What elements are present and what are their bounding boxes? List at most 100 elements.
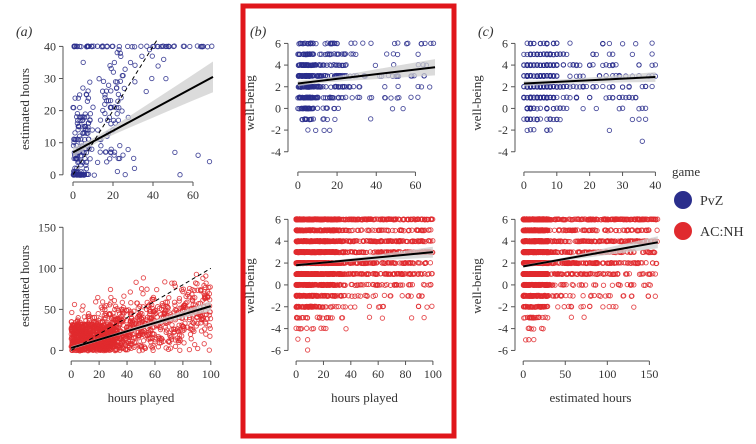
data-point (75, 317, 81, 323)
confidence-band (297, 59, 435, 87)
data-point (424, 304, 430, 310)
data-point (98, 143, 104, 149)
data-point (111, 59, 118, 66)
data-point (203, 273, 209, 279)
data-point (642, 83, 649, 90)
data-point (127, 289, 133, 295)
regression-line (72, 76, 214, 154)
data-point (600, 83, 606, 90)
data-point (136, 348, 142, 354)
data-point (334, 216, 340, 223)
data-point (131, 155, 137, 162)
data-point (330, 227, 336, 233)
data-point (74, 172, 80, 178)
data-point (204, 44, 211, 50)
data-point (340, 249, 346, 256)
data-point (301, 270, 308, 277)
data-point (294, 249, 301, 256)
data-point (300, 228, 307, 234)
data-point (105, 98, 112, 104)
data-point (108, 65, 114, 72)
data-point (139, 329, 145, 335)
data-point (428, 40, 434, 47)
data-point (537, 40, 544, 47)
data-point (189, 297, 195, 303)
data-point (191, 287, 198, 294)
data-point (342, 227, 349, 233)
data-point (324, 40, 330, 46)
data-point (422, 40, 428, 47)
data-point (340, 271, 346, 277)
data-point (334, 62, 340, 68)
data-point (340, 95, 346, 101)
data-point (71, 44, 77, 50)
data-point (360, 238, 366, 244)
data-point (117, 142, 123, 149)
data-point (366, 303, 373, 310)
data-point (195, 152, 201, 158)
data-point (603, 62, 609, 68)
data-point (353, 51, 359, 58)
data-point (318, 62, 324, 68)
data-point (169, 322, 175, 328)
data-point (342, 62, 348, 69)
data-point (100, 107, 106, 114)
x-tick-label: 0 (521, 178, 527, 192)
data-point (363, 281, 370, 288)
data-point (99, 43, 106, 49)
data-point (402, 270, 408, 277)
data-point (111, 297, 118, 304)
data-point (408, 94, 414, 100)
data-point (418, 271, 425, 277)
data-point (524, 127, 530, 134)
data-point (331, 105, 338, 112)
data-point (307, 282, 313, 288)
data-point (83, 162, 89, 168)
data-point (156, 335, 162, 341)
data-point (118, 95, 124, 101)
data-point (104, 347, 110, 353)
data-point (352, 217, 358, 223)
data-point (140, 338, 147, 344)
data-point (416, 293, 422, 299)
y-tick-label: 0 (275, 101, 281, 115)
data-point (324, 315, 330, 321)
y-tick-label: 150 (38, 220, 56, 234)
data-point (177, 172, 183, 178)
data-point (90, 327, 97, 333)
data-point (384, 281, 390, 288)
data-point (394, 51, 401, 58)
data-point (325, 271, 331, 277)
data-point (399, 282, 406, 288)
x-tick-label: 100 (424, 367, 442, 381)
data-point (362, 249, 368, 256)
data-point (642, 105, 649, 111)
data-point (337, 270, 343, 277)
data-point (325, 216, 332, 222)
x-tick-label: 20 (93, 367, 105, 381)
data-point (162, 279, 168, 285)
data-point (366, 227, 372, 234)
data-point (303, 105, 309, 111)
data-point (114, 79, 120, 85)
data-point (322, 72, 329, 79)
data-point (350, 51, 356, 57)
data-point (160, 43, 166, 49)
data-point (180, 43, 187, 49)
data-point (324, 227, 331, 233)
data-point (87, 156, 93, 162)
data-point (619, 105, 626, 111)
data-point (368, 116, 374, 122)
data-point (80, 303, 86, 309)
data-point (356, 84, 362, 90)
data-point (342, 51, 349, 57)
data-point (301, 95, 307, 101)
y-tick-label: -2 (271, 300, 281, 314)
data-point (195, 345, 201, 352)
data-point (342, 292, 348, 299)
x-tick-label: 60 (149, 367, 161, 381)
data-point (405, 271, 411, 277)
x-tick-label: 20 (317, 367, 329, 381)
